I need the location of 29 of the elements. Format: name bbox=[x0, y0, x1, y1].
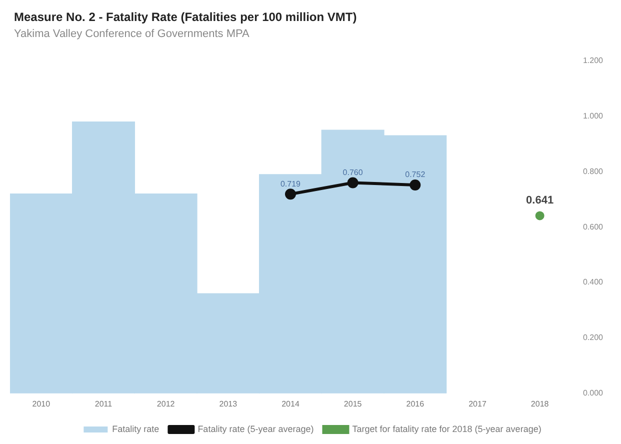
data-label: 0.719 bbox=[280, 179, 302, 188]
legend-label: Fatality rate bbox=[112, 424, 160, 434]
y-tick-label: 1.200 bbox=[582, 56, 604, 66]
data-label: 0.760 bbox=[342, 168, 364, 177]
y-tick-label: 0.800 bbox=[582, 166, 604, 176]
x-tick-label: 2010 bbox=[32, 399, 51, 408]
x-tick-label: 2015 bbox=[344, 399, 362, 408]
x-tick-label: 2013 bbox=[219, 399, 238, 408]
point bbox=[347, 177, 358, 188]
y-tick-label: 0.600 bbox=[582, 222, 604, 232]
x-tick-label: 2012 bbox=[156, 399, 176, 408]
point bbox=[535, 211, 544, 220]
point bbox=[410, 179, 421, 190]
x-tick-label: 2017 bbox=[468, 399, 487, 408]
x-tick-label: 2014 bbox=[282, 399, 300, 408]
y-tick-label: 0.400 bbox=[582, 278, 604, 287]
x-tick-label: 2018 bbox=[530, 399, 550, 408]
y-tick-label: 0.200 bbox=[582, 333, 604, 342]
data-label: 0.752 bbox=[405, 170, 426, 180]
data-label: 0.641 bbox=[526, 194, 554, 206]
legend-label: Target for fatality rate for 2018 (5-year average) bbox=[352, 424, 542, 434]
legend-label: Fatality rate (5-year average) bbox=[198, 424, 314, 434]
chart-title: Measure No. 2 - Fatality Rate (Fatalities per 100 million VMT) bbox=[14, 10, 357, 24]
y-tick-label: 0.000 bbox=[582, 388, 604, 398]
x-tick-label: 2016 bbox=[406, 399, 425, 408]
x-tick-label: 2011 bbox=[94, 399, 113, 408]
y-tick-label: 1.000 bbox=[582, 111, 604, 120]
chart-subtitle: Yakima Valley Conference of Governments MPA bbox=[14, 28, 250, 40]
point bbox=[284, 188, 296, 200]
